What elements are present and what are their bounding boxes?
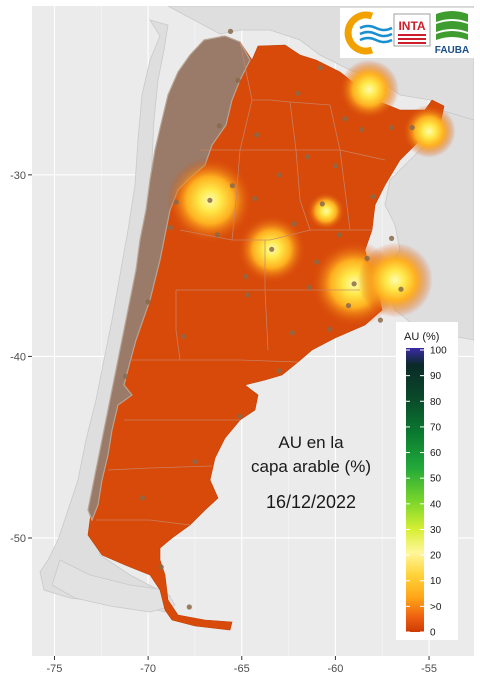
- station-point: [317, 65, 323, 71]
- legend-label: 80: [430, 397, 442, 408]
- x-tick-label: -60: [327, 663, 343, 675]
- legend-label: 40: [430, 499, 442, 510]
- map-title-line1: AU en la: [278, 433, 344, 452]
- y-tick-label: -40: [10, 351, 26, 363]
- logos: INTA FAUBA: [340, 8, 474, 58]
- station-point: [291, 221, 297, 227]
- wet-spot: [339, 59, 399, 120]
- axes: -75 -70 -65 -60 -55 -30 -40 -50: [10, 170, 437, 675]
- legend-label: 30: [430, 525, 442, 536]
- station-point: [207, 197, 213, 203]
- province-boundaries: [96, 41, 386, 526]
- station-point: [276, 368, 282, 374]
- station-point: [269, 246, 275, 252]
- station-points: [123, 28, 415, 610]
- legend: AU (%) 100 90 80 70 60 50 40 30 20 10 >0 0: [396, 322, 458, 640]
- legend-label: 50: [430, 474, 442, 485]
- y-tick-label: -30: [10, 170, 26, 182]
- station-point: [229, 183, 235, 189]
- wet-spot: [357, 242, 433, 318]
- x-tick-label: -75: [47, 663, 63, 675]
- station-point: [276, 172, 282, 178]
- legend-label: 100: [430, 346, 447, 357]
- station-point: [389, 235, 395, 241]
- station-point: [342, 116, 348, 122]
- inta-logo-icon: INTA: [393, 13, 431, 47]
- station-point: [377, 317, 383, 323]
- station-point: [252, 195, 258, 202]
- legend-label: 70: [430, 422, 442, 433]
- station-point: [306, 284, 312, 290]
- station-point: [244, 292, 250, 298]
- station-point: [242, 273, 249, 280]
- station-point: [304, 154, 310, 160]
- legend-label: >0: [430, 602, 442, 613]
- x-tick-label: -65: [234, 663, 250, 675]
- station-point: [364, 255, 370, 261]
- fauba-logo-text: FAUBA: [435, 45, 469, 56]
- station-point: [173, 199, 179, 205]
- legend-colorbar: [406, 348, 424, 632]
- legend-labels: 100 90 80 70 60 50 40 30 20 10 >0 0: [406, 346, 447, 639]
- station-point: [351, 281, 357, 287]
- station-point: [314, 259, 320, 265]
- station-point: [319, 201, 325, 207]
- station-point: [145, 299, 151, 305]
- station-point: [295, 90, 301, 96]
- map-date: 16/12/2022: [266, 492, 356, 512]
- station-point: [327, 326, 333, 332]
- legend-label: 0: [430, 628, 436, 639]
- station-point: [168, 224, 174, 231]
- x-tick-label: -55: [421, 663, 437, 675]
- station-point: [214, 232, 220, 238]
- station-point: [336, 232, 342, 238]
- station-point: [139, 495, 146, 501]
- sea-logo-icon: [344, 11, 393, 55]
- station-point: [332, 163, 338, 169]
- x-tick-label: -70: [140, 663, 156, 675]
- wet-spot: [307, 192, 345, 230]
- station-point: [370, 194, 376, 200]
- station-point: [237, 413, 243, 419]
- y-tick-label: -50: [10, 533, 26, 545]
- legend-label: 60: [430, 448, 442, 459]
- map-title-line2: capa arable (%): [251, 457, 371, 476]
- station-point: [235, 77, 241, 83]
- legend-label: 10: [430, 576, 442, 587]
- station-point: [359, 126, 365, 133]
- andes-mask: [87, 35, 251, 522]
- station-point: [192, 459, 198, 465]
- station-point: [409, 125, 415, 131]
- station-point: [216, 123, 222, 129]
- station-point: [181, 333, 187, 339]
- legend-label: 90: [430, 371, 442, 382]
- station-point: [186, 604, 192, 610]
- fauba-logo-icon: FAUBA: [435, 11, 469, 56]
- station-point: [227, 28, 234, 34]
- legend-title: AU (%): [404, 331, 439, 343]
- legend-label: 20: [430, 551, 442, 562]
- station-point: [289, 330, 295, 336]
- inta-logo-text: INTA: [398, 19, 425, 33]
- station-point: [254, 132, 260, 138]
- station-point: [389, 125, 395, 131]
- tierra-del-fuego-chile: [51, 559, 176, 613]
- station-point: [345, 303, 352, 309]
- station-point: [158, 564, 164, 570]
- station-point: [398, 286, 404, 292]
- wet-spot: [402, 104, 456, 158]
- station-point: [123, 373, 129, 379]
- legend-box: [396, 322, 458, 640]
